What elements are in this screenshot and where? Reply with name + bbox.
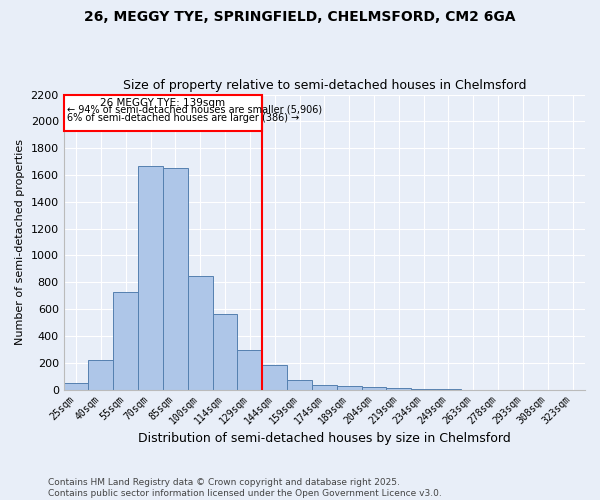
Bar [188, 276, 212, 390]
Bar [362, 387, 386, 390]
FancyBboxPatch shape [64, 94, 262, 131]
Bar [337, 386, 362, 390]
Bar [238, 350, 262, 390]
Bar [163, 168, 188, 390]
Bar [386, 388, 411, 390]
Bar [312, 385, 337, 390]
Bar [138, 166, 163, 390]
Bar [88, 360, 113, 390]
X-axis label: Distribution of semi-detached houses by size in Chelmsford: Distribution of semi-detached houses by … [138, 432, 511, 445]
Bar [287, 380, 312, 390]
Bar [113, 292, 138, 390]
Bar [262, 365, 287, 390]
Text: 6% of semi-detached houses are larger (386) →: 6% of semi-detached houses are larger (3… [67, 112, 299, 122]
Bar [212, 314, 238, 390]
Bar [64, 383, 88, 390]
Text: Contains HM Land Registry data © Crown copyright and database right 2025.
Contai: Contains HM Land Registry data © Crown c… [48, 478, 442, 498]
Bar [411, 389, 436, 390]
Text: 26, MEGGY TYE, SPRINGFIELD, CHELMSFORD, CM2 6GA: 26, MEGGY TYE, SPRINGFIELD, CHELMSFORD, … [84, 10, 516, 24]
Text: ← 94% of semi-detached houses are smaller (5,906): ← 94% of semi-detached houses are smalle… [67, 104, 323, 115]
Title: Size of property relative to semi-detached houses in Chelmsford: Size of property relative to semi-detach… [122, 79, 526, 92]
Text: 26 MEGGY TYE: 139sqm: 26 MEGGY TYE: 139sqm [100, 98, 226, 108]
Y-axis label: Number of semi-detached properties: Number of semi-detached properties [15, 139, 25, 345]
